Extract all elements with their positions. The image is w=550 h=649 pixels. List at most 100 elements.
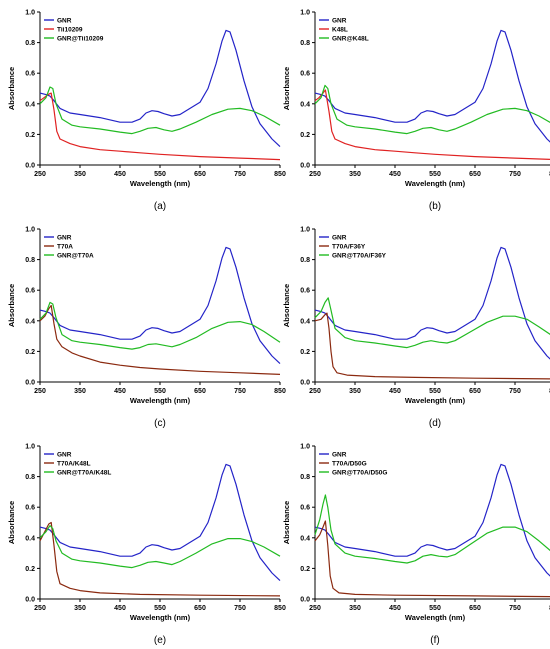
- y-tick-label: 1.0: [300, 444, 310, 451]
- y-tick-label: 0.0: [25, 597, 35, 604]
- y-tick-label: 0.0: [300, 380, 310, 387]
- legend-label: GNR@Tii10209: [57, 36, 104, 43]
- x-tick-label: 250: [34, 605, 46, 612]
- series-line-GNR@T70A: [39, 301, 281, 350]
- y-tick-label: 0.8: [300, 40, 310, 47]
- y-tick-label: 0.8: [25, 474, 35, 481]
- x-axis-label: Wavelength (nm): [405, 613, 466, 622]
- x-tick-label: 650: [194, 388, 206, 395]
- y-tick-label: 0.8: [300, 474, 310, 481]
- legend-label: K48L: [332, 27, 348, 34]
- chart-panel-2: 0.00.20.40.60.81.0250350450550650750850W…: [282, 10, 550, 212]
- y-tick-label: 0.4: [300, 535, 310, 542]
- chart-panel-4: 0.00.20.40.60.81.0250350450550650750850W…: [282, 227, 550, 429]
- chart-panel-5: 0.0 0.2 0.4 0.6 0.8 1.0 250 350 450 550 650 750 850 W…: [7, 444, 286, 647]
- x-axis-label: Wavelength (nm): [130, 179, 191, 188]
- y-tick-label: 0.2: [25, 132, 35, 139]
- y-tick-label: 0.6: [300, 71, 310, 78]
- panel-label: (a): [154, 201, 166, 212]
- series-line-GNR: [314, 246, 550, 360]
- x-tick-label: 350: [349, 171, 361, 178]
- y-tick-label: 0.6: [25, 71, 35, 78]
- legend-label: GNR: [57, 18, 72, 25]
- y-tick-label: 0.4: [300, 101, 310, 108]
- x-tick-label: 550: [429, 388, 441, 395]
- y-tick-label: 0.2: [300, 132, 310, 139]
- y-axis-label: Absorbance: [282, 67, 291, 110]
- series-line-K48L: [314, 89, 550, 161]
- x-tick-label: 350: [349, 388, 361, 395]
- legend-label: T70A/F36Y: [332, 244, 366, 251]
- legend-label: GNR: [332, 452, 347, 459]
- y-tick-label: 0.0: [300, 163, 310, 170]
- legend-label: GNR@T70A/K48L: [57, 470, 111, 477]
- series-line-GNR@T70A/F36Y: [314, 297, 550, 349]
- panel-label: (b): [429, 201, 441, 212]
- series-line-GNR@K48L: [314, 84, 550, 135]
- series-line-GNR: [314, 463, 550, 577]
- y-tick-label: 0.6: [300, 505, 310, 512]
- series-line-T70A/F36Y: [314, 312, 550, 380]
- series-line-GNR: [39, 29, 281, 148]
- x-tick-label: 450: [114, 605, 126, 612]
- series-line-GNR: [314, 29, 550, 143]
- y-tick-label: 1.0: [300, 227, 310, 234]
- legend-label: GNR@T70A: [57, 253, 94, 260]
- y-tick-label: 1.0: [300, 10, 310, 17]
- series-line-T70A: [39, 304, 281, 375]
- series-line-GNR@T70A/K48L: [39, 525, 281, 569]
- y-tick-label: 0.6: [25, 288, 35, 295]
- x-tick-label: 750: [234, 605, 246, 612]
- y-axis-label: Absorbance: [282, 284, 291, 327]
- x-tick-label: 450: [389, 388, 401, 395]
- legend-label: GNR: [57, 452, 72, 459]
- x-tick-label: 250: [309, 171, 321, 178]
- x-tick-label: 350: [74, 605, 86, 612]
- y-tick-label: 0.8: [300, 257, 310, 264]
- chart-panel-6: 0.00.20.40.60.81.0250350450550650750850W…: [282, 444, 550, 646]
- legend-label: T70A/D50G: [332, 461, 367, 468]
- y-tick-label: 0.4: [25, 318, 35, 325]
- x-tick-label: 650: [469, 171, 481, 178]
- x-tick-label: 750: [509, 388, 521, 395]
- x-axis-label: Wavelength (nm): [405, 179, 466, 188]
- chart-panel-3: 0.0 0.2 0.4 0.6 0.8 1.0 250 350 450 550 650 750 850 W…: [7, 227, 286, 430]
- series-line-T70A/D50G: [314, 520, 550, 598]
- legend-label: T70A/K48L: [57, 461, 91, 468]
- y-tick-label: 0.4: [25, 101, 35, 108]
- x-tick-label: 550: [429, 171, 441, 178]
- y-axis-label: Absorbance: [7, 67, 16, 110]
- x-tick-label: 350: [74, 171, 86, 178]
- y-tick-label: 0.2: [300, 566, 310, 573]
- legend-label: GNR@T70A/D50G: [332, 470, 387, 477]
- x-tick-label: 850: [274, 171, 286, 178]
- panel-label: (c): [154, 418, 166, 429]
- x-tick-label: 350: [349, 605, 361, 612]
- series-line-GNR@Tii10209: [39, 86, 281, 135]
- y-tick-label: 0.4: [300, 318, 310, 325]
- x-axis-label: Wavelength (nm): [130, 396, 191, 405]
- legend-label: GNR: [57, 235, 72, 242]
- series-line-GNR: [39, 463, 281, 582]
- series-line-GNR@T70A/D50G: [314, 494, 550, 564]
- legend-label: GNR@T70A/F36Y: [332, 253, 387, 260]
- legend-label: GNR@K48L: [332, 36, 369, 43]
- x-tick-label: 250: [34, 171, 46, 178]
- x-tick-label: 450: [114, 171, 126, 178]
- y-tick-label: 0.0: [300, 597, 310, 604]
- x-tick-label: 650: [194, 171, 206, 178]
- y-tick-label: 0.2: [25, 349, 35, 356]
- y-tick-label: 0.6: [300, 288, 310, 295]
- x-tick-label: 750: [234, 388, 246, 395]
- x-tick-label: 550: [154, 171, 166, 178]
- y-tick-label: 0.4: [25, 535, 35, 542]
- y-tick-label: 0.8: [25, 40, 35, 47]
- y-axis-label: Absorbance: [7, 284, 16, 327]
- x-tick-label: 450: [389, 605, 401, 612]
- x-tick-label: 250: [34, 388, 46, 395]
- y-tick-label: 0.2: [25, 566, 35, 573]
- x-tick-label: 750: [509, 171, 521, 178]
- legend-label: T70A: [57, 244, 73, 251]
- x-tick-label: 250: [309, 605, 321, 612]
- y-tick-label: 0.0: [25, 380, 35, 387]
